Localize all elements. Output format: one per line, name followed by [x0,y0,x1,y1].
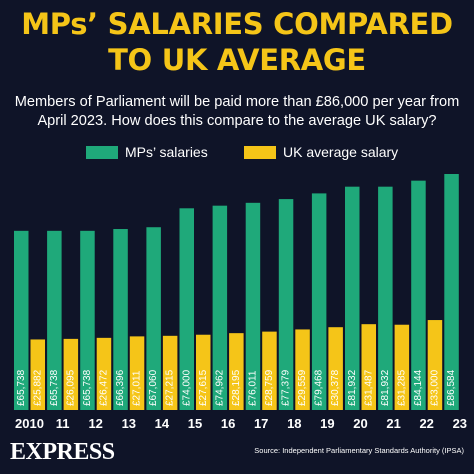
uk-bar-value-label: £27,615 [198,369,209,406]
uk-bar-value-label: £31,487 [363,369,374,406]
legend-swatch-mps [86,145,118,159]
x-tick-label: 17 [254,416,268,431]
uk-bar-value-label: £28,195 [231,369,242,406]
mps-bar-value-label: £74,962 [214,369,225,406]
uk-bar [162,335,178,410]
mps-bar-value-label: £86,584 [446,369,457,406]
x-tick-label: 23 [453,416,467,431]
legend-label-uk: UK average salary [283,144,399,160]
mps-bar [80,230,95,410]
uk-bar [96,337,112,410]
legend-item-mps: MPs’ salaries [86,143,208,161]
mps-bar [47,230,62,410]
uk-bar-value-label: £31,285 [396,369,407,406]
legend-label-mps: MPs’ salaries [125,144,208,160]
mps-bar-value-label: £65,738 [16,369,27,406]
x-tick-label: 20 [353,416,367,431]
legend-item-uk: UK average salary [244,143,398,161]
mps-bar [444,174,459,410]
uk-bar-value-label: £33,000 [429,369,440,406]
uk-bar-value-label: £27,011 [132,370,143,406]
uk-bar [63,338,79,410]
mps-bar [146,227,161,410]
mps-bar [345,186,360,410]
source-note: Source: Independent Parliamentary Standa… [254,446,464,455]
uk-bar-value-label: £29,559 [297,369,308,406]
uk-bar-value-label: £26,472 [98,369,109,406]
uk-bar [394,324,410,410]
uk-bar [30,339,45,410]
subtitle-line-1: Members of Parliament will be paid more … [14,94,460,110]
uk-bar [262,331,277,410]
mps-bar [411,180,426,410]
mps-bar-value-label: £67,060 [148,369,159,406]
mps-bar-value-label: £74,000 [181,369,192,406]
uk-bar [129,336,145,410]
mps-bar-value-label: £81,932 [380,369,391,406]
x-tick-label: 21 [386,416,400,431]
x-tick-label: 15 [188,416,202,431]
uk-bar [328,327,343,410]
x-tick-label: 19 [320,416,334,431]
uk-bar [229,333,244,410]
mps-bar [14,230,29,410]
uk-bar-value-label: £26,095 [65,369,76,406]
uk-bar-value-label: £28,759 [264,369,275,406]
uk-bar-value-label: £30,378 [330,369,341,406]
x-tick-label: 11 [56,416,70,431]
legend-swatch-uk [244,145,276,159]
x-tick-label: 13 [122,416,136,431]
x-tick-label: 12 [88,416,102,431]
uk-bar [427,320,443,410]
uk-bar-value-label: £27,215 [165,369,176,406]
mps-bar [179,208,194,410]
mps-bar-value-label: £84,144 [413,369,424,406]
uk-bar [361,324,376,410]
x-tick-label: 18 [287,416,301,431]
mps-bar [113,229,128,410]
subtitle-line-2: April 2023. How does this compare to the… [37,113,437,129]
express-logo: EXPRESS [10,439,115,465]
uk-bar-value-label: £25,882 [32,369,43,406]
mps-bar-value-label: £81,932 [347,369,358,406]
mps-bar [378,186,393,410]
x-tick-label: 14 [155,416,170,431]
chart-legend: MPs’ salaries UK average salary [0,143,474,161]
mps-bar-value-label: £76,011 [247,370,258,406]
uk-bar [295,329,310,410]
mps-bar-value-label: £65,738 [49,369,60,406]
headline-line-2: TO UK AVERAGE [108,43,366,77]
mps-bar [212,205,228,410]
mps-bar-value-label: £79,468 [314,369,325,406]
mps-bar [278,199,294,410]
mps-bar-value-label: £65,738 [82,369,93,406]
subtitle: Members of Parliament will be paid more … [10,93,464,131]
headline: MPs’ SALARIES COMPARED TO UK AVERAGE [0,6,474,78]
headline-line-1: MPs’ SALARIES COMPARED [21,7,453,41]
mps-bar-value-label: £66,396 [115,369,126,406]
mps-bar [311,193,327,410]
x-tick-label: 2010 [15,416,44,431]
mps-bar [245,202,261,410]
mps-bar-value-label: £77,379 [281,369,292,406]
x-tick-label: 22 [419,416,433,431]
uk-bar [196,334,211,410]
x-tick-label: 16 [221,416,235,431]
